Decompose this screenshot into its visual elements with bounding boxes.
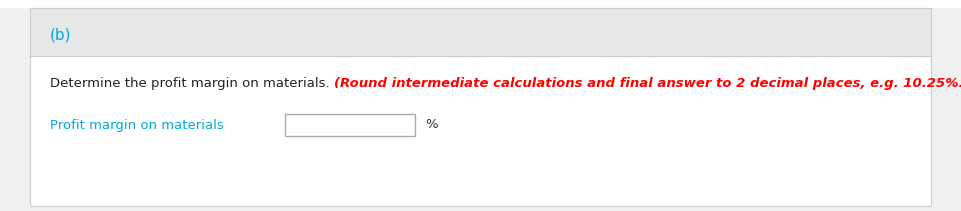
Text: (Round intermediate calculations and final answer to 2 decimal places, e.g. 10.2: (Round intermediate calculations and fin… bbox=[333, 77, 961, 89]
FancyBboxPatch shape bbox=[30, 56, 931, 206]
Text: Profit margin on materials: Profit margin on materials bbox=[50, 119, 224, 131]
FancyBboxPatch shape bbox=[0, 0, 961, 8]
Text: %: % bbox=[425, 119, 437, 131]
Text: Determine the profit margin on materials.: Determine the profit margin on materials… bbox=[50, 77, 333, 89]
Text: (b): (b) bbox=[50, 27, 71, 42]
FancyBboxPatch shape bbox=[285, 114, 415, 136]
FancyBboxPatch shape bbox=[30, 8, 931, 56]
